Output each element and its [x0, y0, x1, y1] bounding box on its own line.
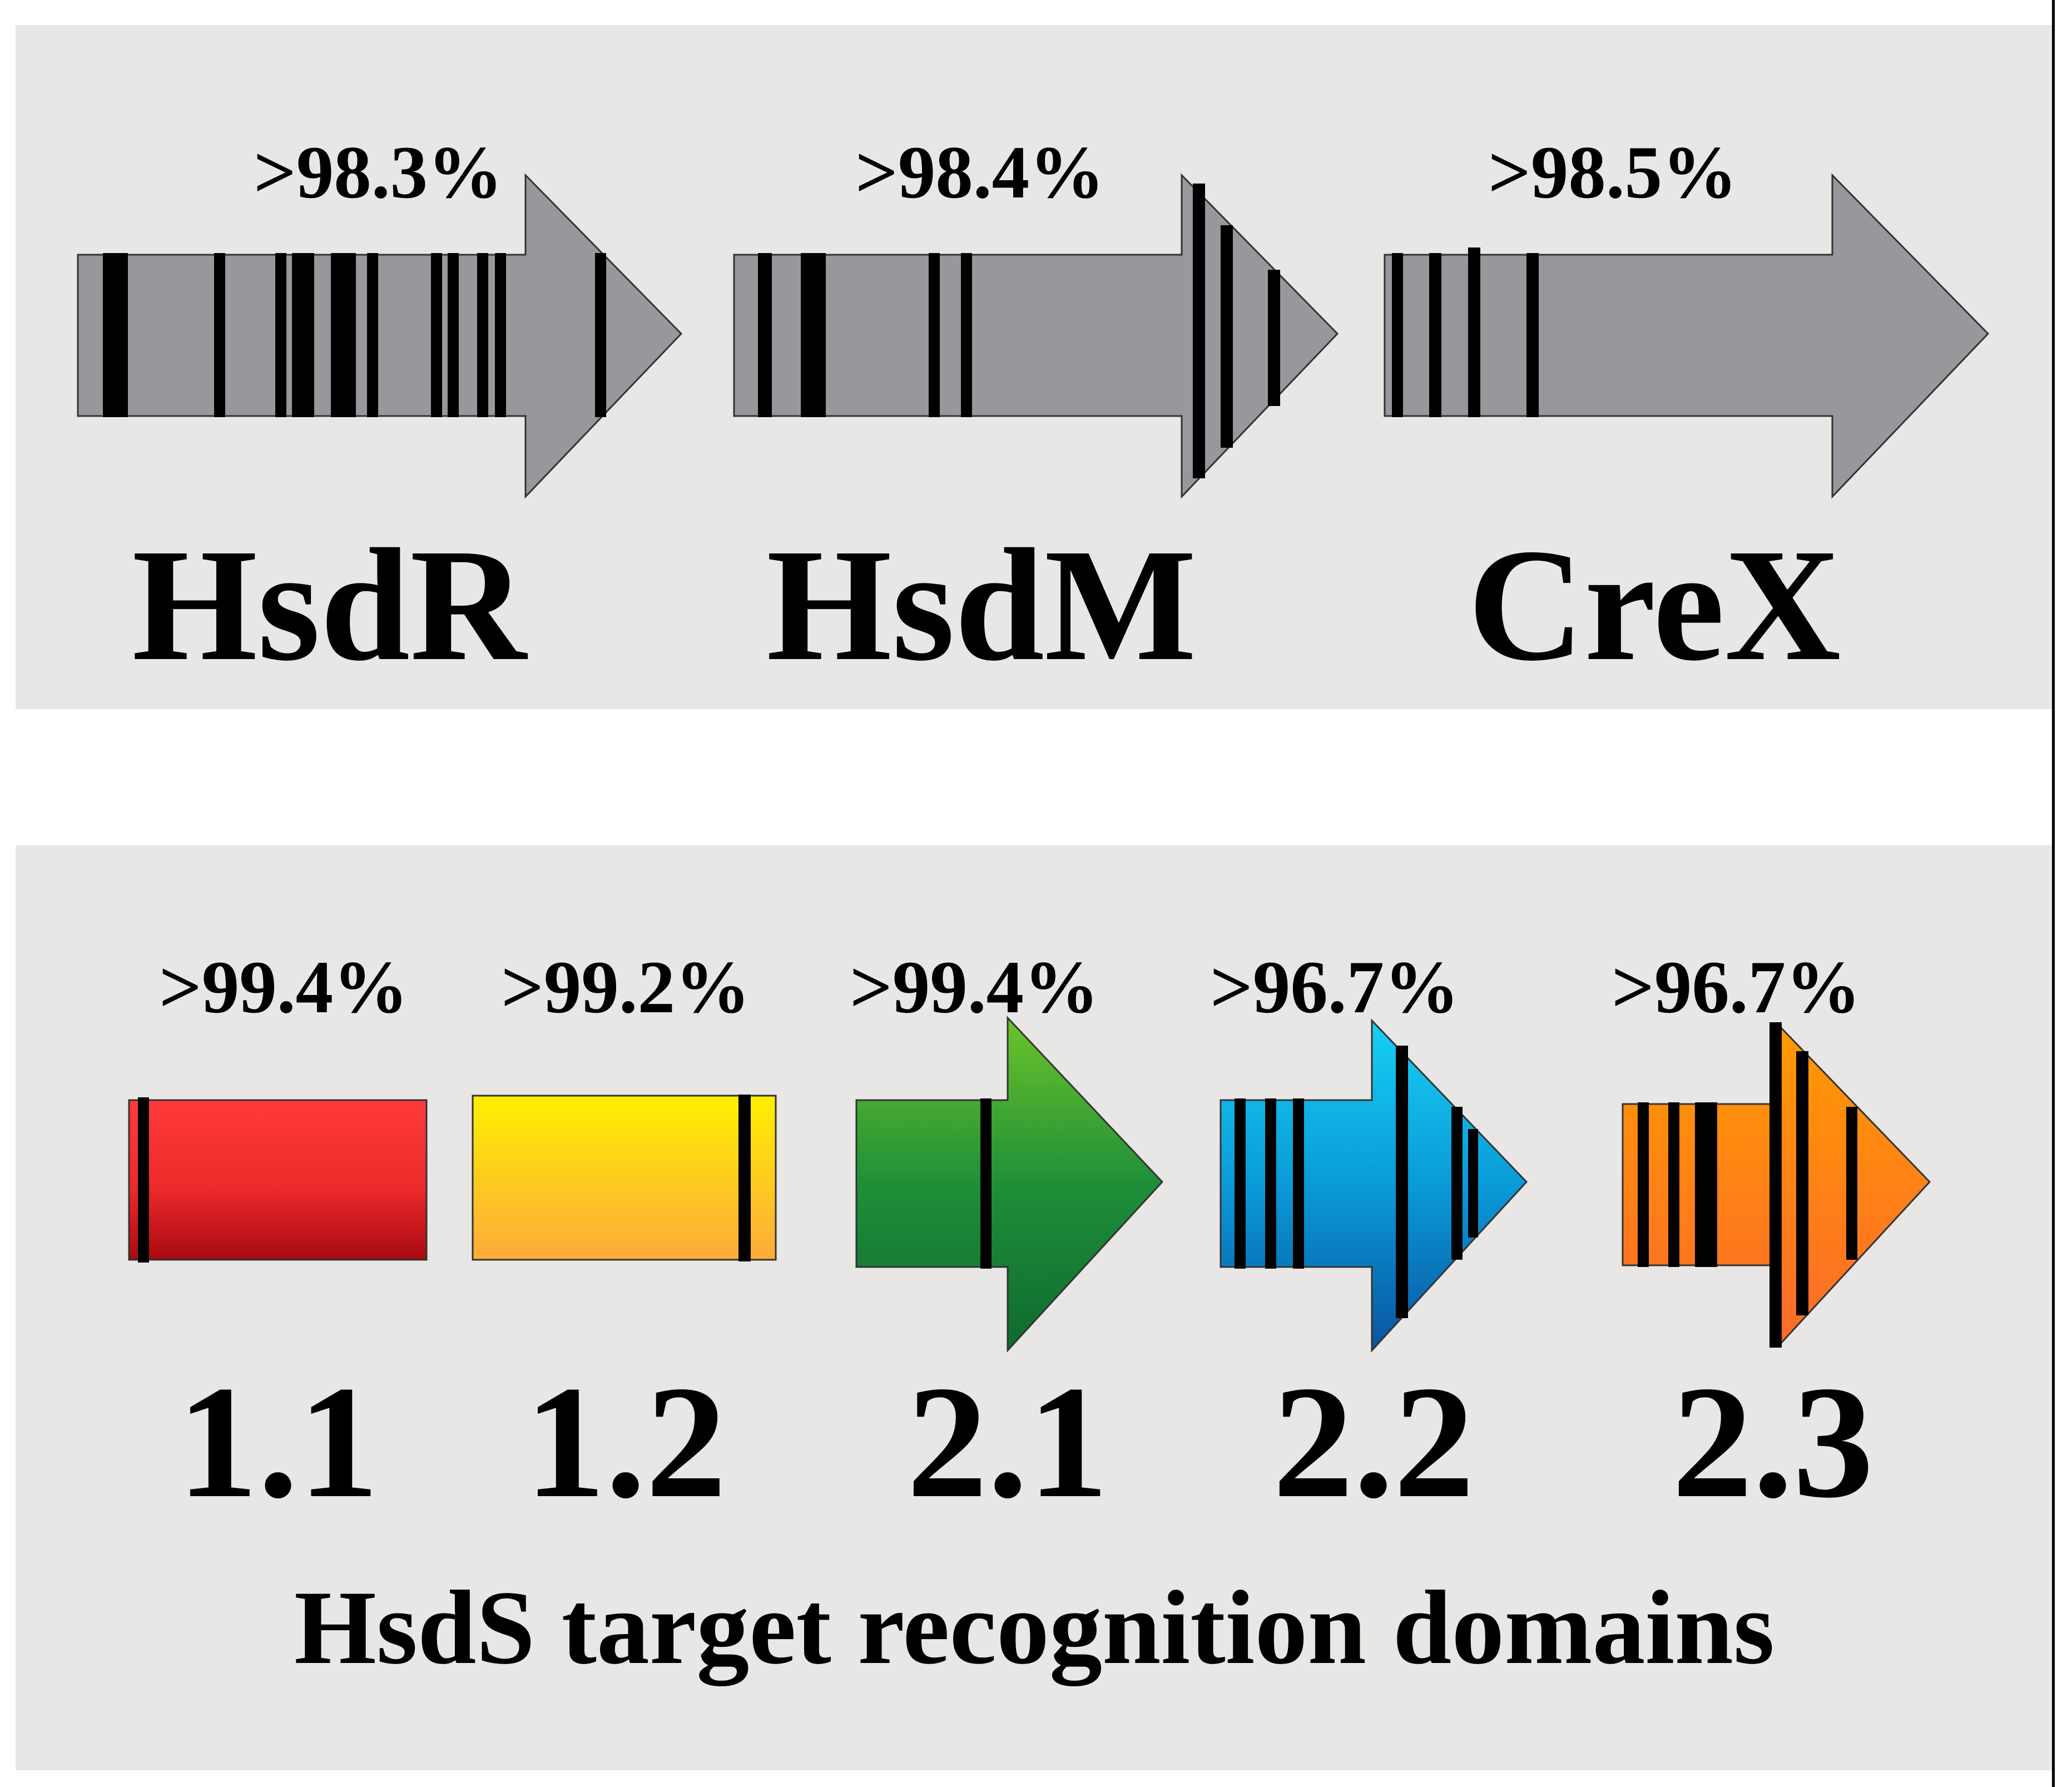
variation-mark — [1638, 1102, 1649, 1267]
identity-label-domain-2-2: >96.7% — [1210, 946, 1459, 1029]
variation-mark — [1193, 184, 1205, 478]
domain-name-2-1: 2.1 — [907, 1353, 1109, 1531]
variation-mark — [929, 253, 940, 417]
domain-1-1-box — [128, 1097, 428, 1263]
domain-2-3-arrow — [1622, 1022, 1931, 1348]
variation-mark — [1429, 253, 1441, 417]
gene-arrow-hsdr-marks — [103, 253, 606, 417]
variation-mark — [1451, 1107, 1463, 1260]
variation-mark — [758, 253, 772, 417]
variation-mark — [275, 253, 286, 417]
variation-mark — [1468, 1129, 1478, 1237]
domain-2-3-marks — [1638, 1022, 1857, 1348]
variation-mark — [431, 253, 442, 417]
identity-label-domain-1-2: >99.2% — [501, 946, 750, 1029]
domain-2-2-marks — [1235, 1046, 1478, 1318]
gene-arrow-crex — [1384, 173, 1990, 499]
domain-2-1-arrow — [855, 1016, 1164, 1353]
domain-1-1-shape — [128, 1099, 428, 1261]
variation-mark — [1265, 1098, 1276, 1269]
variation-mark — [292, 253, 314, 417]
gene-name-hsdr: HsdR — [132, 516, 528, 694]
variation-mark — [595, 253, 606, 417]
identity-label-domain-2-3: >96.7% — [1612, 946, 1861, 1029]
domain-2-1-shape — [855, 1016, 1164, 1353]
variation-mark — [1695, 1102, 1717, 1267]
domain-2-2-arrow — [1220, 1018, 1528, 1353]
variation-mark — [1846, 1107, 1857, 1260]
variation-mark — [1392, 253, 1403, 417]
variation-mark — [1396, 1046, 1408, 1318]
domain-name-2-2: 2.2 — [1273, 1353, 1475, 1531]
variation-mark — [961, 253, 972, 417]
variation-mark — [980, 1098, 992, 1269]
variation-mark — [331, 253, 356, 417]
gene-arrow-hsdm — [733, 173, 1339, 499]
identity-label-crex: >98.5% — [1488, 131, 1737, 214]
variation-mark — [1235, 1098, 1246, 1269]
variation-mark — [801, 253, 826, 417]
variation-mark — [1221, 225, 1233, 448]
gene-name-crex: CreX — [1468, 516, 1841, 694]
variation-mark — [1769, 1022, 1782, 1348]
domain-1-2-box — [472, 1095, 777, 1261]
domain-1-2-shape — [472, 1095, 777, 1261]
bottom-panel: >99.4% >99.2% >99.4% >96.7% >96.7% — [16, 845, 2052, 1770]
domain-name-1-2: 1.2 — [525, 1353, 727, 1531]
variation-mark — [495, 253, 506, 417]
identity-label-domain-2-1: >99.4% — [850, 946, 1099, 1029]
variation-mark — [1526, 253, 1539, 417]
top-panel: >98.3% >98.4% >98.5% HsdR HsdM CreX — [16, 25, 2052, 709]
gene-name-hsdm: HsdM — [766, 516, 1196, 694]
identity-label-hsdr: >98.3% — [254, 131, 503, 214]
domain-name-1-1: 1.1 — [177, 1353, 379, 1531]
variation-mark — [1268, 270, 1280, 406]
variation-mark — [1668, 1102, 1679, 1267]
variation-mark — [1468, 247, 1480, 417]
right-border-line — [2052, 0, 2055, 1787]
domain-name-2-3: 2.3 — [1672, 1353, 1874, 1531]
identity-label-hsdm: >98.4% — [855, 131, 1104, 214]
variation-mark — [103, 253, 128, 417]
variation-mark — [1293, 1098, 1304, 1269]
variation-mark — [1796, 1051, 1808, 1315]
variation-mark — [214, 253, 225, 417]
variation-mark — [738, 1095, 751, 1261]
variation-mark — [448, 253, 459, 417]
hsds-caption: HsdS target recognition domains — [294, 1570, 1774, 1686]
variation-mark — [477, 253, 488, 417]
gene-arrow-hsdm-marks — [758, 184, 1280, 478]
identity-label-domain-1-1: >99.4% — [159, 946, 408, 1029]
gene-arrow-crex-marks — [1392, 247, 1539, 417]
gene-arrow-hsdr — [77, 173, 683, 499]
variation-mark — [138, 1097, 149, 1263]
variation-mark — [367, 253, 378, 417]
